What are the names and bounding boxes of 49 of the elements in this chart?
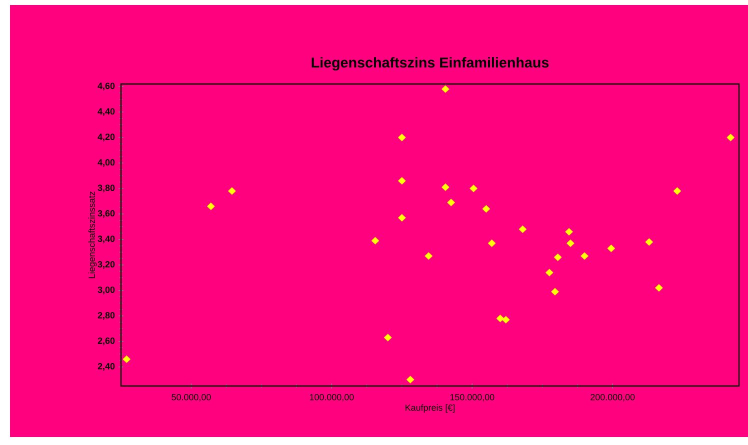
point — [122, 355, 131, 364]
point — [424, 252, 433, 260]
point — [502, 316, 510, 324]
point — [566, 239, 574, 248]
point — [384, 334, 392, 342]
x-tick-label: 200.000,00 — [590, 394, 635, 402]
point — [554, 254, 562, 262]
point — [496, 314, 504, 322]
y-tick-label: 4,00 — [98, 159, 115, 167]
point — [545, 268, 554, 276]
y-tick-label: 3,60 — [98, 210, 115, 218]
point — [398, 134, 406, 142]
y-tick-label: 4,40 — [98, 108, 115, 116]
x-axis-title: Kaufpreis [€] — [406, 404, 455, 413]
point — [470, 184, 478, 192]
point — [673, 187, 682, 195]
point — [441, 85, 450, 93]
y-tick-label: 2,60 — [98, 338, 115, 346]
point — [518, 225, 527, 234]
point — [228, 187, 236, 195]
y-tick-label: 2,80 — [98, 312, 115, 320]
y-tick-label: 3,00 — [98, 286, 115, 294]
point — [607, 244, 616, 252]
point — [406, 376, 414, 384]
y-tick-label: 4,60 — [98, 82, 115, 90]
point — [565, 228, 574, 236]
y-tick-label: 3,40 — [98, 236, 115, 244]
y-tick-label: 3,80 — [98, 184, 115, 192]
point — [645, 238, 654, 246]
point — [447, 198, 456, 206]
point — [551, 288, 559, 296]
y-tick-label: 4,20 — [98, 134, 115, 142]
y-tick-label: 2,40 — [98, 363, 115, 371]
x-tick-label: 100.000,00 — [310, 394, 354, 402]
point — [398, 214, 406, 222]
point — [371, 236, 380, 245]
chart-title: Liegenschaftszins Einfamilienhaus — [312, 57, 549, 71]
point — [206, 202, 215, 210]
point — [580, 252, 588, 260]
point — [482, 205, 490, 213]
x-tick-label: 150.000,00 — [450, 394, 494, 402]
x-tick-label: 50.000,00 — [172, 394, 211, 402]
point — [441, 183, 450, 191]
point — [726, 134, 735, 142]
y-tick-label: 3,20 — [98, 261, 115, 269]
y-axis-title: Liegenschaftszinssatz — [88, 192, 97, 278]
point — [488, 239, 496, 248]
point — [398, 177, 406, 185]
point — [654, 284, 663, 292]
